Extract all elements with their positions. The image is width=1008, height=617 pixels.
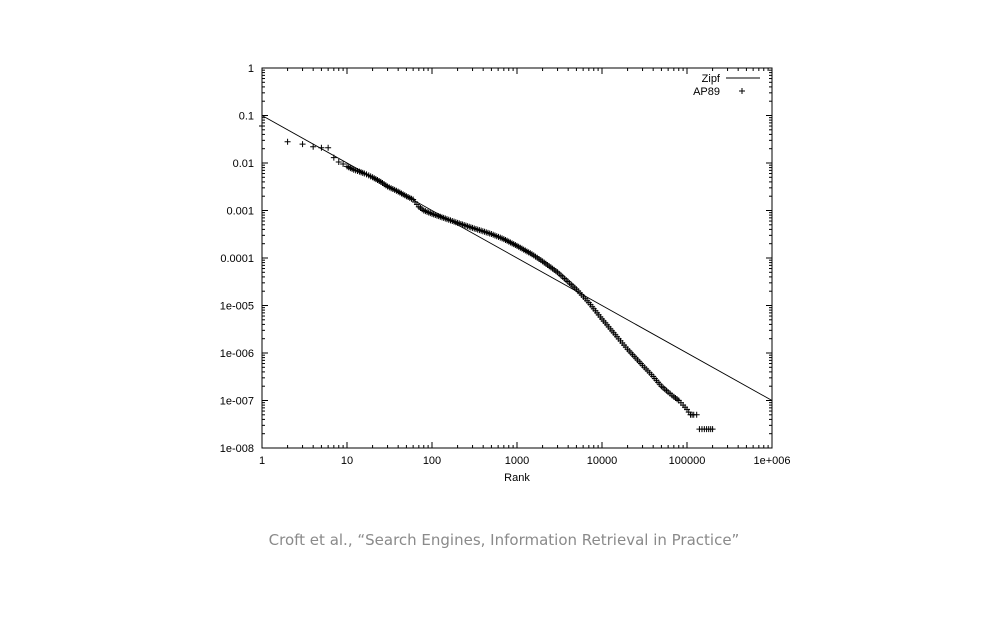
y-tick-label: 0.1 — [239, 111, 254, 123]
y-tick-label: 1e-007 — [220, 396, 254, 408]
y-tick-label: 0.001 — [226, 206, 254, 218]
ap89-point — [325, 144, 332, 151]
y-tick-label: 1 — [248, 63, 254, 75]
ap89-point — [299, 141, 306, 148]
x-tick-label: 1e+006 — [753, 455, 790, 467]
ap89-point — [335, 158, 342, 165]
ap89-point — [340, 161, 347, 168]
x-tick-label: 1000 — [505, 455, 529, 467]
x-tick-label: 1 — [259, 455, 265, 467]
y-tick-label: 1e-005 — [220, 301, 254, 313]
legend-swatch-ap89 — [739, 88, 745, 94]
y-tick-labels: 1 0.1 0.01 0.001 0.0001 1e-005 1e-006 1e-007 1e-… — [220, 63, 254, 455]
x-tick-label: 100 — [423, 455, 441, 467]
y-tick-label: 0.0001 — [220, 253, 254, 265]
legend-label-ap89: AP89 — [693, 86, 720, 98]
y-tick-label: 1e-006 — [220, 348, 254, 360]
zipf-line — [261, 115, 773, 401]
y-tick-label: 1e-008 — [220, 443, 254, 455]
ap89-point — [330, 154, 337, 161]
zipf-chart: 1 10 100 1000 10000 100000 1e+006 1 0.1 0.01 0.00… — [220, 63, 791, 484]
x-tick-labels: 1 10 100 1000 10000 100000 1e+006 — [259, 455, 791, 467]
x-tick-label: 100000 — [669, 455, 706, 467]
ap89-point — [318, 144, 325, 151]
ap89-point — [693, 411, 700, 418]
axis-ticks — [261, 67, 773, 449]
zipf-series — [261, 115, 773, 401]
ap89-point — [284, 138, 291, 145]
legend-label-zipf: Zipf — [702, 73, 721, 85]
ap89-series — [259, 123, 716, 433]
x-tick-label: 10 — [341, 455, 353, 467]
ap89-point — [310, 143, 317, 150]
x-axis-label: Rank — [504, 472, 530, 484]
x-tick-label: 10000 — [587, 455, 618, 467]
ap89-point — [709, 426, 716, 433]
citation-caption: Croft et al., “Search Engines, Informati… — [268, 531, 740, 549]
ap89-point — [259, 123, 265, 130]
y-tick-label: 0.01 — [233, 158, 254, 170]
